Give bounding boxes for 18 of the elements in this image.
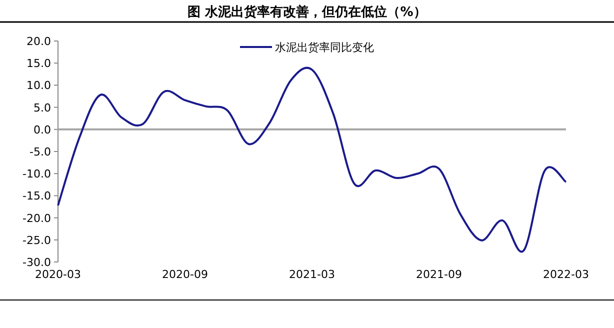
y-tick-label: 15.0 bbox=[26, 57, 51, 70]
x-tick-label: 2021-03 bbox=[289, 268, 335, 281]
y-tick-label: -30.0 bbox=[22, 256, 51, 269]
y-tick-label: 10.0 bbox=[26, 79, 51, 92]
x-tick-label: 2022-03 bbox=[543, 268, 589, 281]
y-tick-label: 20.0 bbox=[26, 35, 51, 48]
y-tick-label: -25.0 bbox=[22, 234, 51, 247]
y-tick-label: -15.0 bbox=[22, 190, 51, 203]
y-tick-label: 0.0 bbox=[34, 123, 51, 136]
x-tick-label: 2020-09 bbox=[162, 268, 208, 281]
chart-title: 图 水泥出货率有改善，但仍在低位（%） bbox=[188, 4, 426, 20]
y-tick-label: 5.0 bbox=[34, 101, 51, 114]
y-tick-label: -20.0 bbox=[22, 212, 51, 225]
x-tick-label: 2021-09 bbox=[416, 268, 462, 281]
x-tick-label: 2020-03 bbox=[35, 268, 81, 281]
y-tick-label: -10.0 bbox=[22, 168, 51, 181]
y-tick-label: -5.0 bbox=[30, 146, 51, 158]
legend-label: 水泥出货率同比变化 bbox=[275, 41, 374, 54]
